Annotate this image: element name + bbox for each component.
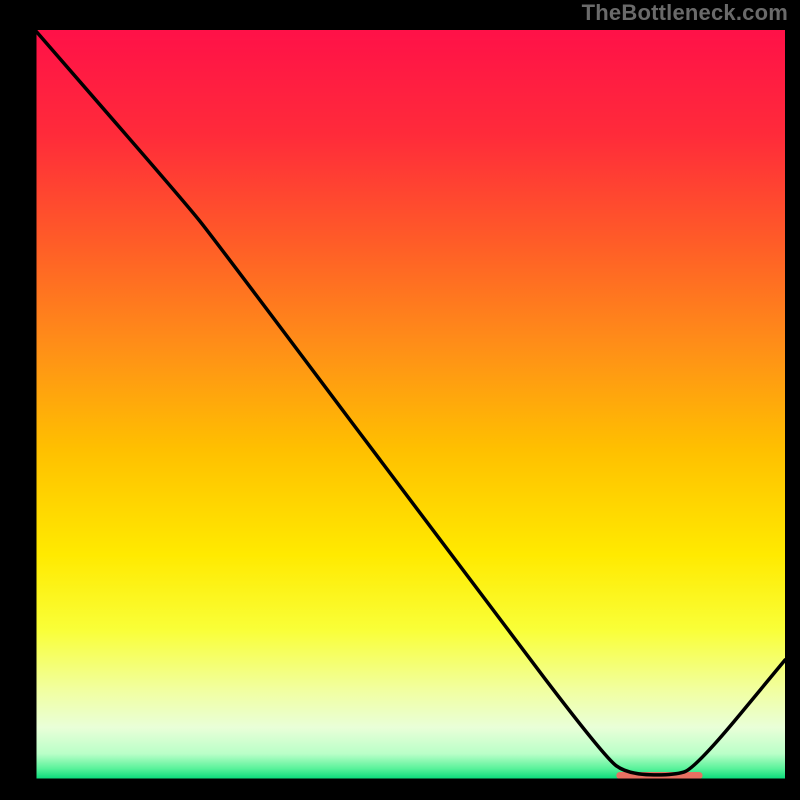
watermark-label: TheBottleneck.com: [582, 0, 788, 26]
heat-gradient: [35, 30, 785, 780]
bottleneck-chart: [0, 0, 800, 800]
chart-container: TheBottleneck.com: [0, 0, 800, 800]
